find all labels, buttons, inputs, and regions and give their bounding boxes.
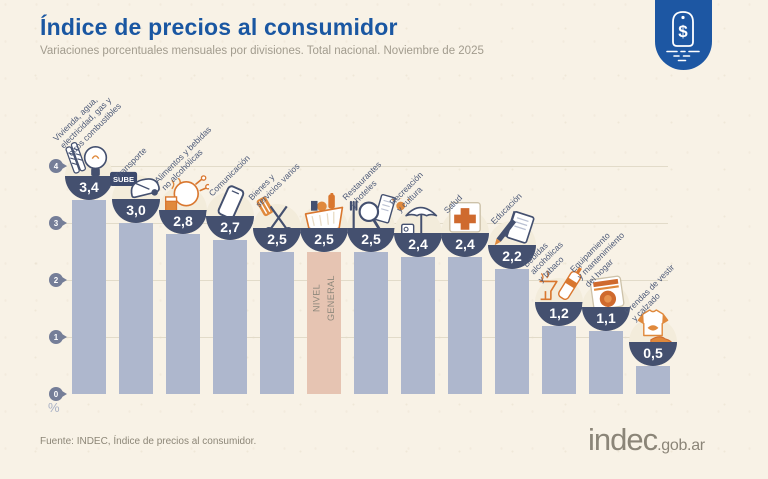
price-tag-badge: $	[655, 0, 712, 70]
category-badge: 2,5	[300, 190, 348, 252]
value-bowl: 2,7	[206, 216, 254, 241]
category-badge: 1,1	[582, 275, 630, 332]
bar	[119, 223, 153, 394]
bar	[495, 268, 529, 394]
category-badge: SUBE 3,0	[110, 171, 160, 223]
bar	[72, 200, 106, 394]
value-label: 1,2	[549, 304, 569, 321]
value-label: 1,1	[596, 310, 616, 327]
category-badge: 2,5	[347, 193, 396, 252]
nivel-general-label: NIVEL GENERAL	[311, 275, 336, 321]
y-tick-label: 3	[53, 218, 59, 228]
y-axis-tick: 4	[49, 159, 63, 173]
value-bowl: 2,8	[159, 210, 207, 235]
y-tick-label: 0	[53, 389, 59, 399]
category-badge: 2,4	[389, 196, 442, 258]
y-axis-tick: 2	[49, 273, 63, 287]
y-axis-tick-pointer	[62, 220, 67, 226]
bar	[213, 240, 247, 394]
y-axis-tick: 3	[49, 216, 63, 230]
source-note: Fuente: INDEC, Índice de precios al cons…	[40, 436, 257, 447]
y-axis-tick-pointer	[62, 334, 67, 340]
gridline	[58, 166, 668, 167]
bar	[542, 325, 576, 394]
value-bowl: 1,2	[535, 301, 583, 326]
page-subtitle: Variaciones porcentuales mensuales por d…	[40, 45, 484, 57]
price-tag-icon: $	[666, 11, 700, 62]
y-tick-label: 2	[53, 275, 59, 285]
value-bowl: 2,4	[394, 233, 442, 258]
value-bowl: 2,5	[253, 227, 301, 252]
category-badge: 2,7	[206, 185, 254, 241]
indec-logo-domain: .gob.ar	[657, 437, 705, 454]
value-label: 2,4	[408, 236, 428, 253]
value-bowl: 1,1	[582, 307, 630, 332]
bar	[448, 257, 482, 394]
first-aid-cross-icon	[439, 198, 491, 242]
value-label: 2,2	[502, 247, 522, 264]
category-badge: 2,5	[253, 196, 301, 252]
indec-logo-wordmark: indec	[588, 422, 658, 457]
lightbulb-matches-icon	[63, 141, 115, 185]
value-label: 3,4	[79, 179, 99, 196]
value-label: 2,4	[455, 236, 475, 253]
chicken-drink-icon	[157, 175, 211, 219]
value-label: 3,0	[126, 202, 146, 218]
y-axis-tick-pointer	[62, 163, 67, 169]
bar	[354, 251, 388, 394]
bar	[401, 257, 435, 394]
cutlery-magnifier-icon	[345, 193, 397, 237]
wine-bottle-icon	[533, 266, 585, 311]
bar-nivel-general	[307, 251, 341, 394]
bar	[166, 234, 200, 394]
category-badge: 1,2	[535, 266, 583, 326]
value-bowl: 3,4	[65, 176, 113, 201]
svg-text:SUBE: SUBE	[113, 175, 134, 184]
y-tick-label: 4	[53, 161, 59, 171]
category-badge: 0,5	[629, 308, 677, 366]
bar	[260, 251, 294, 394]
y-axis-tick-pointer	[62, 277, 67, 283]
y-axis-tick: 1	[49, 330, 63, 344]
value-bowl: 0,5	[629, 341, 677, 366]
category-badge: 2,4	[441, 202, 489, 258]
category-badge: 3,4	[65, 142, 113, 201]
value-label: 2,7	[220, 219, 240, 236]
bar	[589, 331, 623, 394]
sube-card-bus-icon: SUBE	[110, 164, 162, 208]
category-badge: 2,8	[159, 175, 211, 235]
dollar-symbol: $	[678, 22, 688, 41]
y-axis-tick-pointer	[62, 391, 67, 397]
value-label: 0,5	[643, 344, 663, 361]
y-tick-label: 1	[53, 332, 59, 342]
value-bowl: 2,5	[300, 227, 348, 252]
y-axis-tick: 0	[49, 387, 63, 401]
header: Índice de precios al consumidor Variacio…	[40, 14, 620, 57]
value-label: 2,8	[173, 213, 193, 230]
indec-logo: indec .gob.ar	[588, 422, 705, 458]
value-bowl: 3,0	[112, 199, 160, 223]
value-label: 2,5	[314, 230, 334, 247]
value-bowl: 2,5	[347, 227, 395, 252]
value-bowl: 2,4	[441, 233, 489, 258]
shopping-basket-icon	[298, 190, 350, 237]
value-label: 2,5	[267, 230, 287, 247]
bar	[636, 365, 670, 394]
notebook-pencil-icon	[486, 210, 538, 254]
value-label: 2,5	[361, 230, 381, 247]
washing-machine-icon	[580, 272, 632, 316]
y-axis-unit-label: %	[48, 400, 60, 415]
page-title: Índice de precios al consumidor	[40, 14, 398, 40]
